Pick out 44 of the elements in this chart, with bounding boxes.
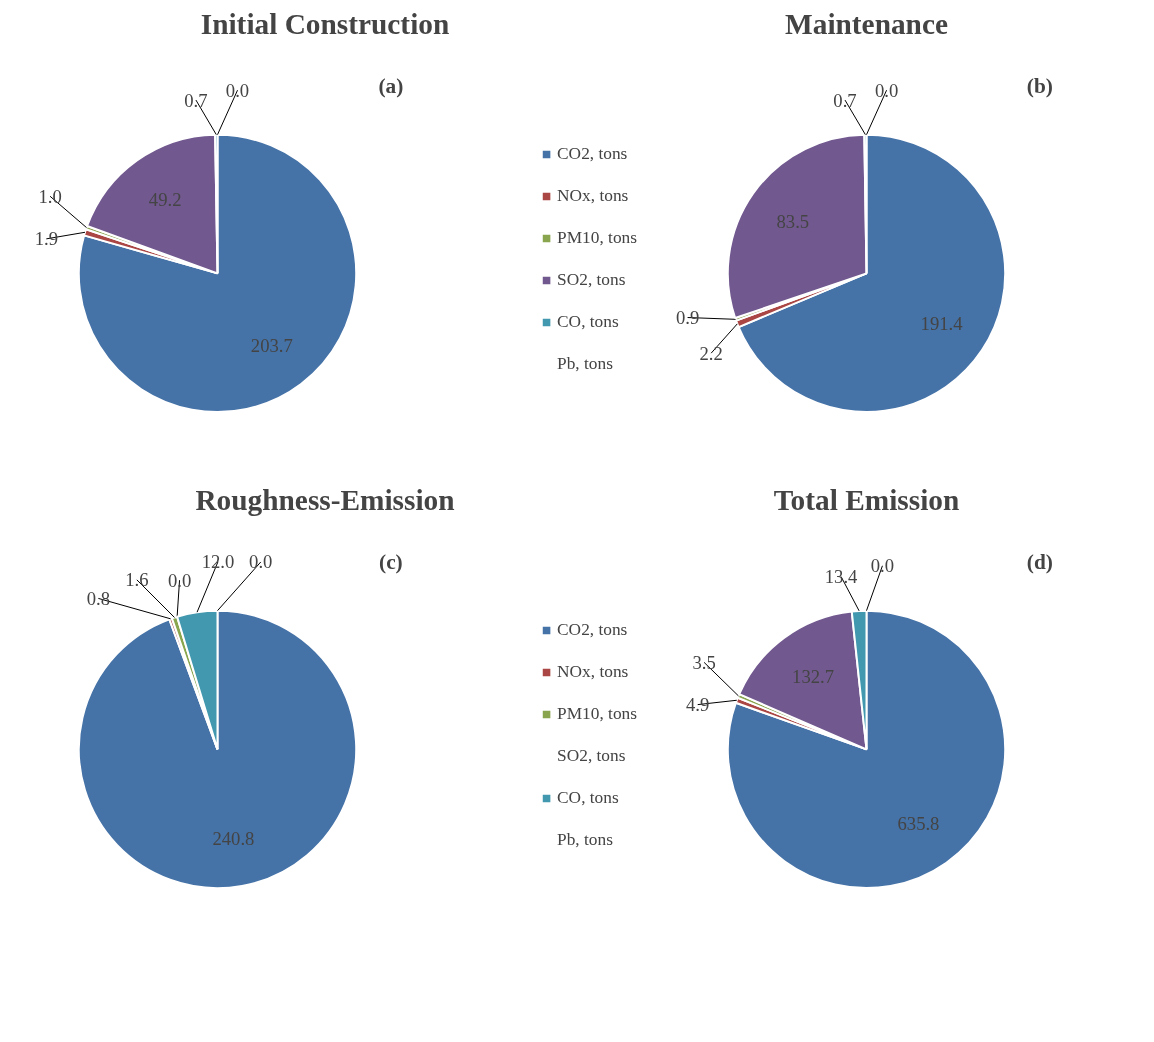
- legend-label: NOx, tons: [557, 186, 629, 206]
- data-label: 12.0: [201, 551, 235, 573]
- data-label: 203.7: [250, 334, 293, 356]
- data-label: 83.5: [776, 210, 810, 232]
- data-label: 0.8: [86, 587, 111, 609]
- data-label: 0.7: [833, 89, 857, 111]
- data-label: 49.2: [148, 189, 182, 211]
- data-label: 1.0: [38, 185, 62, 207]
- category-label: Pb, tons: [557, 354, 613, 373]
- data-label: 2.2: [699, 342, 723, 364]
- legend-label: CO, tons: [557, 788, 619, 808]
- data-label: 4.9: [686, 694, 710, 716]
- data-label: 132.7: [792, 666, 835, 688]
- data-label: 3.5: [692, 651, 716, 673]
- chart-title: Initial Construction: [200, 7, 450, 40]
- data-label: 635.8: [897, 812, 940, 834]
- text: (d): [1026, 550, 1053, 575]
- legend-label: PM10, tons: [557, 704, 637, 724]
- data-label: 1.9: [34, 228, 58, 250]
- data-label: 0.7: [184, 89, 208, 111]
- legend-label: PM10, tons: [557, 228, 637, 248]
- chart-title: Maintenance: [785, 7, 948, 40]
- text: 0.0: [874, 79, 899, 101]
- text: 0.0: [167, 569, 192, 591]
- legend-label: SO2, tons: [557, 270, 626, 290]
- legend-label: CO, tons: [557, 312, 619, 332]
- text: 0.0: [870, 555, 895, 577]
- data-label: 240.8: [212, 827, 255, 849]
- category-label: Pb, tons: [557, 830, 613, 849]
- text: 0.0: [225, 79, 250, 101]
- data-label: 1.6: [125, 569, 149, 591]
- legend-label: CO2, tons: [557, 620, 628, 640]
- legend-label: CO2, tons: [557, 144, 628, 164]
- chart-title: Total Emission: [773, 483, 960, 516]
- text: 0.0: [249, 551, 273, 573]
- data-label: 0.9: [675, 307, 700, 329]
- text: (b): [1026, 74, 1053, 99]
- legend-label: NOx, tons: [557, 662, 629, 682]
- text: (c): [379, 550, 403, 575]
- data-label: 191.4: [920, 312, 964, 334]
- data-label: 13.4: [824, 566, 859, 588]
- category-label: SO2, tons: [557, 746, 626, 765]
- chart-title: Roughness-Emission: [195, 483, 455, 516]
- text: (a): [378, 74, 404, 99]
